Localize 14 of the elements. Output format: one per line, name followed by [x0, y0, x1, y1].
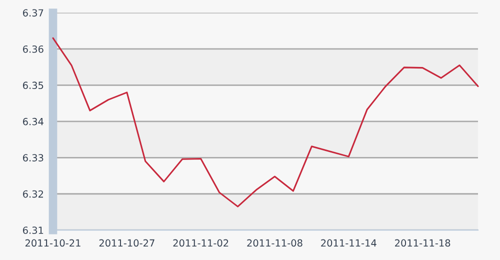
line-series: [52, 37, 479, 208]
y-tick-label: 6.32: [23, 190, 43, 198]
y-tick-label: 6.34: [23, 118, 44, 126]
x-tick-label: 2011-11-08: [247, 239, 302, 247]
x-tick-label: 2011-11-02: [173, 239, 228, 247]
x-tick-label: 2011-11-18: [395, 239, 450, 247]
y-tick-label: 6.37: [23, 9, 44, 17]
y-tick-label: 6.36: [23, 45, 44, 53]
y-tick-label: 6.35: [23, 82, 44, 90]
x-tick-label: 2011-10-21: [25, 239, 80, 247]
y-tick-label: 6.31: [23, 226, 44, 234]
x-tick-label: 2011-10-27: [99, 239, 154, 247]
x-tick-label: 2011-11-14: [321, 239, 376, 247]
y-tick-label: 6.33: [23, 154, 44, 162]
